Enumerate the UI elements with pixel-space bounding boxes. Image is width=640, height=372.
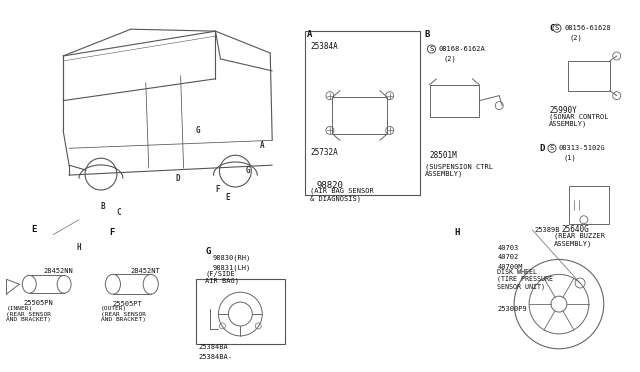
Text: 25384A: 25384A xyxy=(310,42,338,51)
Text: 25640G: 25640G xyxy=(561,225,589,234)
Text: H: H xyxy=(76,243,81,252)
Text: 28452NT: 28452NT xyxy=(131,268,161,275)
Text: 28452NN: 28452NN xyxy=(44,268,73,275)
Text: (REAR BUZZER
ASSEMBLY): (REAR BUZZER ASSEMBLY) xyxy=(554,232,605,247)
Text: DISK WHEEL
(TIRE PRESSURE
SENSOR UNIT): DISK WHEEL (TIRE PRESSURE SENSOR UNIT) xyxy=(497,269,553,290)
Text: G: G xyxy=(196,126,200,135)
Text: 98831(LH): 98831(LH) xyxy=(212,264,251,271)
Text: 98830(RH): 98830(RH) xyxy=(212,254,251,261)
Text: 40702: 40702 xyxy=(497,254,518,260)
Text: 98820: 98820 xyxy=(317,180,344,189)
Text: (2): (2) xyxy=(570,35,582,41)
Bar xyxy=(568,61,610,91)
Text: F: F xyxy=(109,228,115,237)
Text: C: C xyxy=(116,208,120,217)
Bar xyxy=(332,97,387,134)
Text: (SONAR CONTROL
ASSEMBLY): (SONAR CONTROL ASSEMBLY) xyxy=(549,113,609,128)
Text: 25505PN: 25505PN xyxy=(23,300,53,306)
Text: 25384BA: 25384BA xyxy=(198,344,228,350)
Text: 08156-61628: 08156-61628 xyxy=(565,25,612,31)
Text: 40700M: 40700M xyxy=(497,264,523,270)
Text: 40703: 40703 xyxy=(497,244,518,250)
Text: A: A xyxy=(307,30,312,39)
Bar xyxy=(569,186,609,224)
Text: B: B xyxy=(424,30,430,39)
Bar xyxy=(305,31,420,195)
Text: 25732A: 25732A xyxy=(310,148,338,157)
Text: B: B xyxy=(101,202,106,211)
Text: 25990Y: 25990Y xyxy=(549,106,577,115)
Text: 25389B: 25389B xyxy=(534,227,559,232)
Text: E: E xyxy=(31,225,36,234)
Text: 25505PT: 25505PT xyxy=(113,301,143,307)
Text: (F/SIDE
AIR BAG): (F/SIDE AIR BAG) xyxy=(205,270,239,284)
Text: (2): (2) xyxy=(444,56,456,62)
Text: F: F xyxy=(216,186,220,195)
Text: G: G xyxy=(245,166,250,174)
Text: 28501M: 28501M xyxy=(429,151,457,160)
Text: (SUSPENSION CTRL
ASSEMBLY): (SUSPENSION CTRL ASSEMBLY) xyxy=(424,163,493,177)
Text: D: D xyxy=(539,144,545,153)
Text: S: S xyxy=(550,145,554,151)
Text: E: E xyxy=(225,193,230,202)
Text: S: S xyxy=(555,25,559,31)
Text: A: A xyxy=(260,141,265,150)
Text: 08168-6162A: 08168-6162A xyxy=(438,46,485,52)
Bar xyxy=(429,85,479,116)
Text: G: G xyxy=(205,247,211,256)
Text: (OUTER)
(REAR SENSOR
AND BRACKET): (OUTER) (REAR SENSOR AND BRACKET) xyxy=(101,306,146,322)
Text: 08313-5102G: 08313-5102G xyxy=(559,145,605,151)
Text: (AIR BAG SENSOR
& DIAGNOSIS): (AIR BAG SENSOR & DIAGNOSIS) xyxy=(310,188,374,202)
Text: 25300P9: 25300P9 xyxy=(497,306,527,312)
Text: H: H xyxy=(454,228,460,237)
Text: S: S xyxy=(429,46,434,52)
Text: D: D xyxy=(175,174,180,183)
Text: (1): (1) xyxy=(564,155,577,161)
Bar xyxy=(196,279,285,344)
Text: 25384BA-: 25384BA- xyxy=(198,354,232,360)
Text: C: C xyxy=(549,24,554,33)
Text: (INNER)
(REAR SENSOR
AND BRACKET): (INNER) (REAR SENSOR AND BRACKET) xyxy=(6,306,51,322)
